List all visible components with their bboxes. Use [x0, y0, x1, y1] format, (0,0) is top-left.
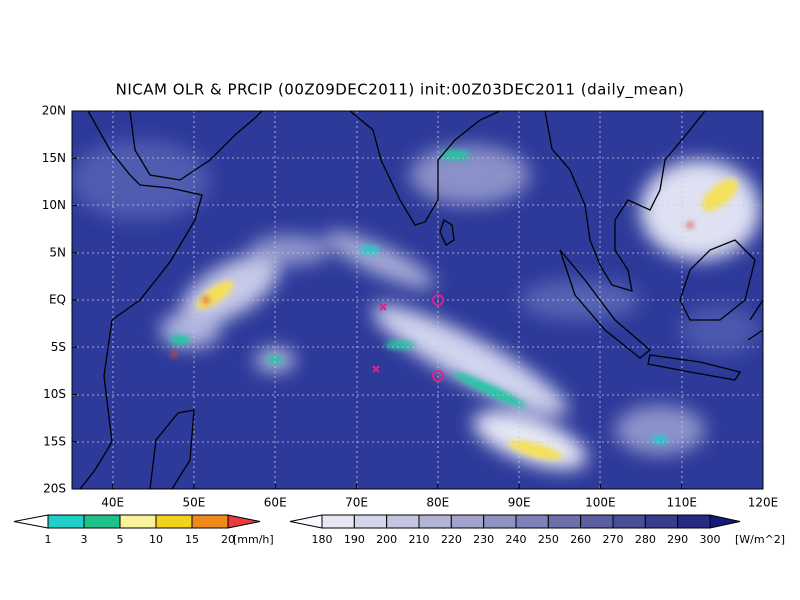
x-tick-label: 120E	[748, 496, 779, 510]
map-area	[72, 111, 763, 489]
x-tick-label: 50E	[183, 496, 206, 510]
map-title: NICAM OLR & PRCIP (00Z09DEC2011) init:00…	[116, 81, 685, 100]
precip-label: 15	[185, 533, 199, 546]
precip-swatch	[47, 514, 85, 529]
x-tick-label: 80E	[426, 496, 449, 510]
legends: 1 3 5 10 15 20[mm/h] 180 190 200 210 220 230 240 250 2…	[13, 514, 785, 546]
x-tick-label: 100E	[585, 496, 616, 510]
olr-label: 200	[376, 533, 397, 546]
olr-label: 300	[700, 533, 721, 546]
olr-label: 210	[409, 533, 430, 546]
olr-swatch	[644, 514, 679, 529]
y-tick-label: 10N	[42, 198, 66, 212]
precip-swatch	[155, 514, 193, 529]
olr-swatch	[450, 514, 485, 529]
precip-label: 1	[45, 533, 52, 546]
olr-swatch	[353, 514, 388, 529]
x-tick-label: 90E	[508, 496, 531, 510]
y-tick-label: 20S	[43, 482, 66, 496]
markers	[372, 294, 444, 382]
x-tick-label: 110E	[666, 496, 697, 510]
olr-label: 290	[667, 533, 688, 546]
y-tick-label: 10S	[43, 387, 66, 401]
precip-swatch	[119, 514, 157, 529]
y-tick-label: 5N	[49, 245, 66, 259]
x-tick-label: 40E	[101, 496, 124, 510]
precip-swatch	[191, 514, 229, 529]
olr-label: 230	[473, 533, 494, 546]
olr-label: 270	[603, 533, 624, 546]
y-tick-label: 15N	[42, 151, 66, 165]
precip-field	[170, 150, 739, 460]
precip-swatch	[83, 514, 121, 529]
olr-swatch	[580, 514, 614, 529]
olr-label: 220	[441, 533, 462, 546]
y-tick-label: 5S	[51, 340, 66, 354]
precip-label: 20	[221, 533, 235, 546]
precip-arrow-low	[13, 514, 49, 529]
olr-label: 250	[538, 533, 559, 546]
x-tick-label: 70E	[345, 496, 368, 510]
olr-label: 280	[635, 533, 656, 546]
olr-label: 180	[312, 533, 333, 546]
olr-swatch	[515, 514, 549, 529]
olr-label: 240	[506, 533, 527, 546]
x-tick-label: 60E	[264, 496, 287, 510]
olr-unit: [W/m^2]	[735, 533, 785, 546]
olr-arrow-high	[709, 514, 741, 529]
precip-unit: [mm/h]	[233, 533, 274, 546]
coastlines	[79, 111, 763, 489]
axes: 20N 15N 10N 5N EQ 5S 10S 15S 20S 40E 50E 60E 70E 80E 9…	[42, 104, 779, 510]
olr-label: 260	[570, 533, 591, 546]
precip-label: 3	[81, 533, 88, 546]
y-tick-label: EQ	[49, 293, 66, 307]
olr-swatch	[418, 514, 452, 529]
precip-arrow-high	[227, 514, 261, 529]
olr-swatch	[386, 514, 420, 529]
olr-swatch	[612, 514, 646, 529]
precip-label: 10	[149, 533, 163, 546]
olr-arrow-low	[289, 514, 323, 529]
olr-swatch	[547, 514, 582, 529]
y-tick-label: 15S	[43, 434, 66, 448]
olr-swatch	[321, 514, 355, 529]
y-tick-label: 20N	[42, 104, 66, 118]
cloud-field	[72, 140, 760, 470]
olr-swatch	[677, 514, 711, 529]
precip-label: 5	[117, 533, 124, 546]
olr-label: 190	[344, 533, 365, 546]
olr-swatch	[483, 514, 517, 529]
grid-lines	[72, 111, 763, 489]
